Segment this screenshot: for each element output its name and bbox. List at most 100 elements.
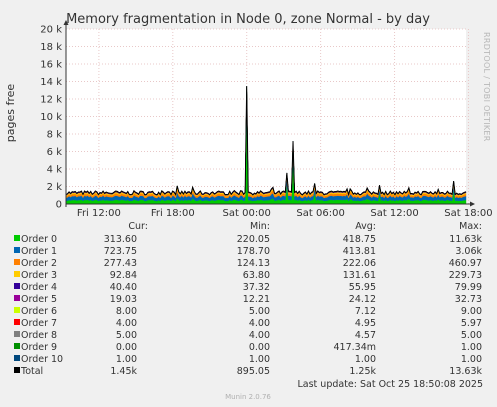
x-tick-label: Sat 18:00 [444,208,492,219]
y-tick-label: 8 k [47,130,63,141]
legend-cur: 40.40 [110,282,137,293]
legend-col-min: Min: [250,221,270,232]
legend-swatch [14,355,20,361]
y-tick-labels: 0 2 k 4 k 6 k 8 k 10 k 12 k 14 k 16 k 18 k 20 k [40,25,62,211]
legend-row: Order 1 723.75 178.70 413.81 3.06k [14,246,482,257]
legend-swatch [14,271,20,277]
legend-name: Order 7 [21,318,57,329]
legend-cur: 313.60 [104,234,137,245]
y-tick-label: 4 k [47,165,63,176]
legend-cur: 0.00 [116,342,137,353]
y-tick-label: 16 k [40,60,62,71]
legend-max: 11.63k [449,234,482,245]
legend-row: Order 9 0.00 0.00 417.34m 1.00 [14,342,482,353]
legend-cur: 5.00 [116,330,137,341]
legend-cur: 1.45k [110,366,137,377]
y-axis-arrow [63,20,69,25]
legend-name: Order 2 [21,258,57,269]
x-tick-label: Sat 12:00 [370,208,418,219]
legend-swatch [14,247,20,253]
legend-name: Order 10 [21,354,63,365]
y-tick-label: 14 k [40,77,62,88]
legend-avg: 4.95 [355,318,376,329]
x-tick-label: Sat 06:00 [296,208,344,219]
legend-avg: 418.75 [343,234,376,245]
legend-swatch [14,367,20,373]
legend-row: Order 7 4.00 4.00 4.95 5.97 [14,318,482,329]
legend-header: Cur: Min: Avg: Max: [128,221,482,232]
legend-avg: 4.57 [355,330,376,341]
legend-name: Order 4 [21,282,57,293]
legend-cur: 277.43 [104,258,137,269]
legend-cur: 19.03 [110,294,137,305]
legend-min: 178.70 [237,246,270,257]
legend-name: Order 6 [21,306,57,317]
legend-min: 37.32 [243,282,270,293]
legend-max: 9.00 [461,306,482,317]
legend-name: Order 8 [21,330,57,341]
x-tick-label: Fri 18:00 [151,208,195,219]
y-tick-label: 0 [56,200,62,211]
x-tick-label: Fri 12:00 [77,208,121,219]
legend-min: 895.05 [237,366,270,377]
legend-cur: 8.00 [116,306,137,317]
legend-swatch [14,331,20,337]
munin-version: Munin 2.0.76 [225,393,271,401]
legend-avg: 1.00 [355,354,376,365]
legend-row: Total 1.45k 895.05 1.25k 13.63k [14,366,482,377]
legend-swatch [14,343,20,349]
legend-cur: 1.00 [116,354,137,365]
legend-name: Order 1 [21,246,57,257]
legend-row: Order 8 5.00 4.00 4.57 5.00 [14,330,482,341]
legend-min: 12.21 [243,294,270,305]
legend-col-cur: Cur: [128,221,148,232]
legend-max: 5.00 [461,330,482,341]
legend-min: 0.00 [249,342,270,353]
x-tick-label: Sat 00:00 [223,208,271,219]
legend-avg: 413.81 [343,246,376,257]
legend-row: Order 6 8.00 5.00 7.12 9.00 [14,306,482,317]
legend-avg: 55.95 [349,282,376,293]
legend-swatch [14,295,20,301]
legend-name: Order 9 [21,342,57,353]
legend-col-avg: Avg: [355,221,376,232]
last-update: Last update: Sat Oct 25 18:50:08 2025 [297,379,483,390]
legend-min: 1.00 [249,354,270,365]
y-tick-label: 2 k [47,182,63,193]
legend: Order 0 313.60 220.05 418.75 11.63k Order 1 72… [14,234,482,377]
y-tick-label: 18 k [40,42,62,53]
rrdtool-watermark: RRDTOOL / TOBI OETIKER [482,32,491,142]
legend-row: Order 5 19.03 12.21 24.12 32.73 [14,294,482,305]
legend-name: Order 0 [21,234,57,245]
legend-swatch [14,235,20,241]
legend-min: 4.00 [249,330,270,341]
legend-swatch [14,259,20,265]
axes [63,20,475,207]
legend-name: Total [20,366,43,377]
legend-row: Order 2 277.43 124.13 222.06 460.97 [14,258,482,269]
legend-max: 1.00 [461,342,482,353]
legend-min: 4.00 [249,318,270,329]
legend-max: 460.97 [449,258,482,269]
legend-min: 5.00 [249,306,270,317]
y-tick-label: 10 k [40,112,62,123]
legend-row: Order 4 40.40 37.32 55.95 79.99 [14,282,482,293]
legend-swatch [14,307,20,313]
chart-title: Memory fragmentation in Node 0, zone Nor… [66,12,430,27]
legend-cur: 92.84 [110,270,137,281]
y-axis-label: pages free [4,84,17,143]
y-tick-label: 20 k [40,25,62,36]
legend-avg: 222.06 [343,258,376,269]
legend-col-max: Max: [459,221,482,232]
legend-avg: 7.12 [355,306,376,317]
legend-max: 79.99 [455,282,482,293]
x-tick-labels: Fri 12:00 Fri 18:00 Sat 00:00 Sat 06:00 Sat … [77,208,493,219]
legend-row: Order 10 1.00 1.00 1.00 1.00 [14,354,482,365]
legend-max: 32.73 [455,294,482,305]
legend-row: Order 0 313.60 220.05 418.75 11.63k [14,234,482,245]
x-axis-arrow [470,201,475,207]
series-line-total [65,86,467,197]
y-tick-label: 6 k [47,147,63,158]
legend-max: 229.73 [449,270,482,281]
legend-avg: 1.25k [349,366,376,377]
